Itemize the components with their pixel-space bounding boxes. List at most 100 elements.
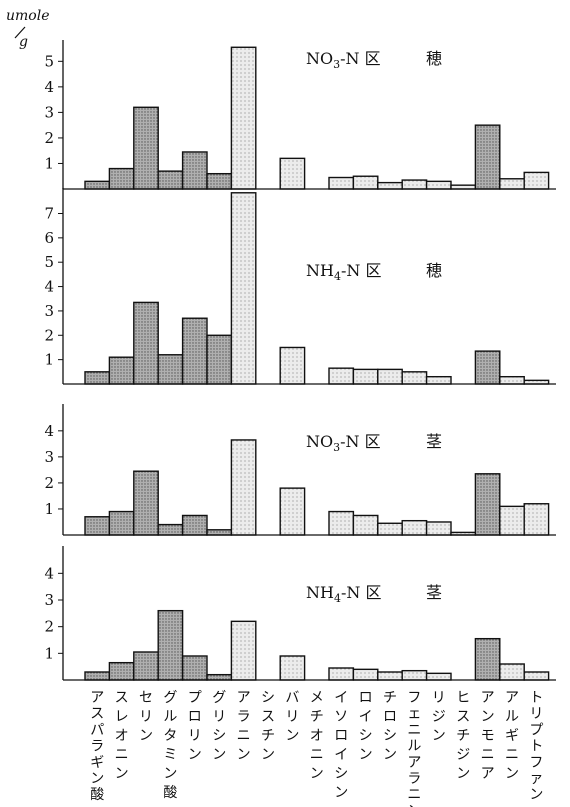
category-label: アラニン	[237, 690, 251, 763]
y-tick-label: 4	[44, 78, 54, 96]
bar-15	[425, 375, 452, 385]
bar-15	[425, 521, 452, 536]
bar-17	[474, 350, 501, 385]
panel-part-label: 穂	[426, 261, 442, 280]
bar-5	[181, 514, 208, 536]
category-label: フェニルアラニン	[407, 690, 421, 807]
bar-15	[425, 672, 452, 681]
panel-nh4-ear: 1 2 3 4 5 6 7 NH4-N 区 穂	[44, 188, 556, 385]
bar-1	[84, 180, 111, 190]
category-label: バリン	[285, 690, 299, 744]
y-tick-label: 1	[44, 154, 54, 172]
bar-15	[425, 180, 452, 190]
y-tick-label: 6	[44, 229, 54, 247]
bar-2	[108, 167, 135, 190]
bar-11	[328, 176, 355, 190]
category-label: セリン	[139, 690, 153, 744]
bar-3	[133, 106, 159, 190]
bar-9	[279, 346, 306, 385]
bar-13	[377, 181, 403, 190]
y-tick-label: 3	[44, 591, 54, 609]
panel-no3-stem: 1 2 3 4 NO3-N 区 茎	[44, 404, 556, 536]
bar-9	[279, 487, 306, 536]
panel-title: NO3-N 区	[306, 49, 381, 71]
category-label: メチオニン	[310, 690, 324, 782]
bar-6	[206, 673, 233, 681]
bar-7	[230, 192, 257, 385]
panel-nh4-stem: 1 2 3 4 NH4-N 区 茎	[44, 546, 556, 681]
bar-4	[157, 523, 184, 536]
bar-18	[499, 505, 525, 536]
bar-1	[84, 371, 111, 385]
bar-5	[181, 151, 208, 190]
bar-2	[108, 661, 135, 681]
category-label: アスパラギン酸	[90, 690, 104, 803]
category-label: ヒスチジン	[456, 690, 470, 782]
panel-part-label: 穂	[426, 49, 442, 68]
y-tick-label: 3	[44, 448, 54, 466]
bar-18	[499, 178, 525, 190]
bar-3	[133, 301, 159, 385]
category-label: イソロイシン	[334, 690, 348, 801]
y-tick-label: 4	[44, 564, 54, 582]
bar-9	[279, 157, 306, 190]
bar-11	[328, 510, 355, 536]
bar-4	[157, 354, 184, 385]
unit-label-g: g	[19, 34, 28, 50]
bar-1	[84, 516, 111, 536]
category-labels: アスパラギン酸スレオニンセリングルタミン酸プロリングリシンアラニンシスチンバリン…	[90, 690, 543, 807]
bar-12	[352, 668, 379, 681]
panel-title: NH4-N 区	[306, 583, 381, 605]
y-tick-label: 4	[44, 422, 54, 440]
bar-14	[401, 371, 428, 385]
bar-13	[377, 522, 403, 536]
category-label: グリシン	[212, 690, 226, 763]
y-tick-label: 5	[44, 52, 54, 70]
panel-title: NH4-N 区	[306, 261, 381, 283]
category-label: チロシン	[383, 690, 397, 763]
bar-9	[279, 655, 306, 681]
y-tick-label: 2	[44, 326, 54, 344]
bar-3	[133, 651, 159, 681]
category-label: グルタミン酸	[163, 690, 177, 801]
bar-4	[157, 170, 184, 190]
y-tick-label: 2	[44, 474, 54, 492]
category-label: ロイシン	[359, 690, 373, 763]
bar-3	[133, 470, 159, 536]
y-tick-label: 3	[44, 302, 54, 320]
bar-11	[328, 667, 355, 681]
y-tick-label: 7	[44, 204, 54, 222]
category-label: スレオニン	[115, 690, 129, 782]
bar-19	[523, 503, 550, 536]
bar-5	[181, 655, 208, 681]
bar-14	[401, 519, 428, 536]
bar-17	[474, 637, 501, 681]
bar-1	[84, 671, 111, 681]
bar-12	[352, 514, 379, 536]
bar-19	[523, 171, 550, 190]
unit-slash	[14, 26, 26, 39]
bar-19	[523, 671, 550, 681]
y-tick-label: 1	[44, 644, 54, 662]
bar-6	[206, 334, 233, 385]
y-tick-label: 1	[44, 351, 54, 369]
bar-7	[230, 439, 257, 536]
category-label: トリプトファン	[529, 690, 543, 803]
bar-13	[377, 368, 403, 385]
category-label: シスチン	[261, 690, 275, 763]
panel-part-label: 茎	[426, 583, 442, 602]
bar-13	[377, 671, 403, 681]
bar-11	[328, 367, 355, 385]
category-label: アンモニア	[481, 690, 495, 782]
category-label: プロリン	[188, 690, 202, 763]
y-tick-label: 2	[44, 129, 54, 147]
category-label: リジン	[432, 690, 446, 744]
bar-6	[206, 529, 233, 536]
bar-17	[474, 473, 501, 536]
bar-18	[499, 663, 525, 681]
bar-7	[230, 620, 257, 681]
bar-7	[230, 46, 257, 190]
bar-17	[474, 124, 501, 190]
unit-label-umole: umole	[6, 8, 49, 24]
